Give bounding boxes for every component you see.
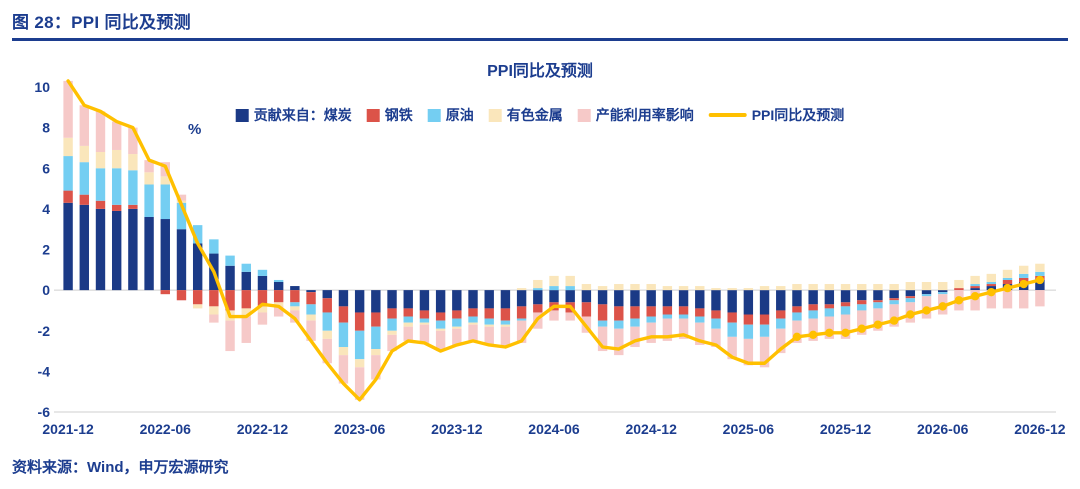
svg-text:0: 0 [42,282,50,298]
legend-item: PPI同比及预测 [708,105,845,125]
legend-item: 钢铁 [366,105,413,125]
legend-label: PPI同比及预测 [751,107,845,123]
svg-text:-6: -6 [38,404,51,420]
legend-label: 钢铁 [384,107,413,123]
svg-text:2025-06: 2025-06 [723,421,775,437]
legend-label: 有色金属 [506,107,563,123]
svg-text:-4: -4 [38,363,51,379]
svg-text:6: 6 [42,160,50,176]
svg-text:2022-06: 2022-06 [140,421,192,437]
chart-title: PPI同比及预测 [487,63,593,80]
legend-line-swatch [708,113,747,117]
svg-text:2023-06: 2023-06 [334,421,386,437]
legend-item: 有色金属 [488,105,563,125]
legend-item: 原油 [427,105,474,125]
report-figure: 图 28：PPI 同比及预测 PPI同比及预测 贡献来自：煤炭 钢铁 原油 有色金属 产… [12,6,1068,476]
svg-text:2026-06: 2026-06 [917,421,969,437]
legend-color-swatch [488,108,502,122]
svg-text:10: 10 [34,79,50,95]
legend-label: 产能利用率影响 [595,107,694,123]
svg-text:2024-12: 2024-12 [625,421,677,437]
legend-item: 产能利用率影响 [577,105,694,125]
svg-text:2024-06: 2024-06 [528,421,580,437]
legend-color-swatch [235,108,249,122]
legend-color-swatch [427,108,441,122]
svg-text:4: 4 [42,201,50,217]
svg-text:2021-12: 2021-12 [42,421,94,437]
svg-text:2022-12: 2022-12 [237,421,289,437]
legend-color-swatch [366,108,380,122]
source-note: 资料来源：Wind，申万宏源研究 [12,459,229,476]
svg-text:2: 2 [42,242,50,258]
chart-legend: 贡献来自：煤炭 钢铁 原油 有色金属 产能利用率影响 PPI同比及预测 [235,105,845,125]
legend-item: 贡献来自：煤炭 [235,105,352,125]
svg-text:2023-12: 2023-12 [431,421,483,437]
y-axis-unit-label: % [188,121,202,138]
legend-label: 贡献来自：煤炭 [253,107,352,123]
svg-text:-2: -2 [38,323,51,339]
svg-text:2025-12: 2025-12 [820,421,872,437]
legend-color-swatch [577,108,591,122]
svg-text:2026-12: 2026-12 [1014,421,1066,437]
svg-text:8: 8 [42,120,50,136]
figure-title: 图 28：PPI 同比及预测 [12,13,191,32]
legend-label: 原油 [445,107,474,123]
figure-header: 图 28：PPI 同比及预测 [12,6,1068,41]
ppi-chart: PPI同比及预测 贡献来自：煤炭 钢铁 原油 有色金属 产能利用率影响 PPI同比及预测 … [12,43,1068,451]
